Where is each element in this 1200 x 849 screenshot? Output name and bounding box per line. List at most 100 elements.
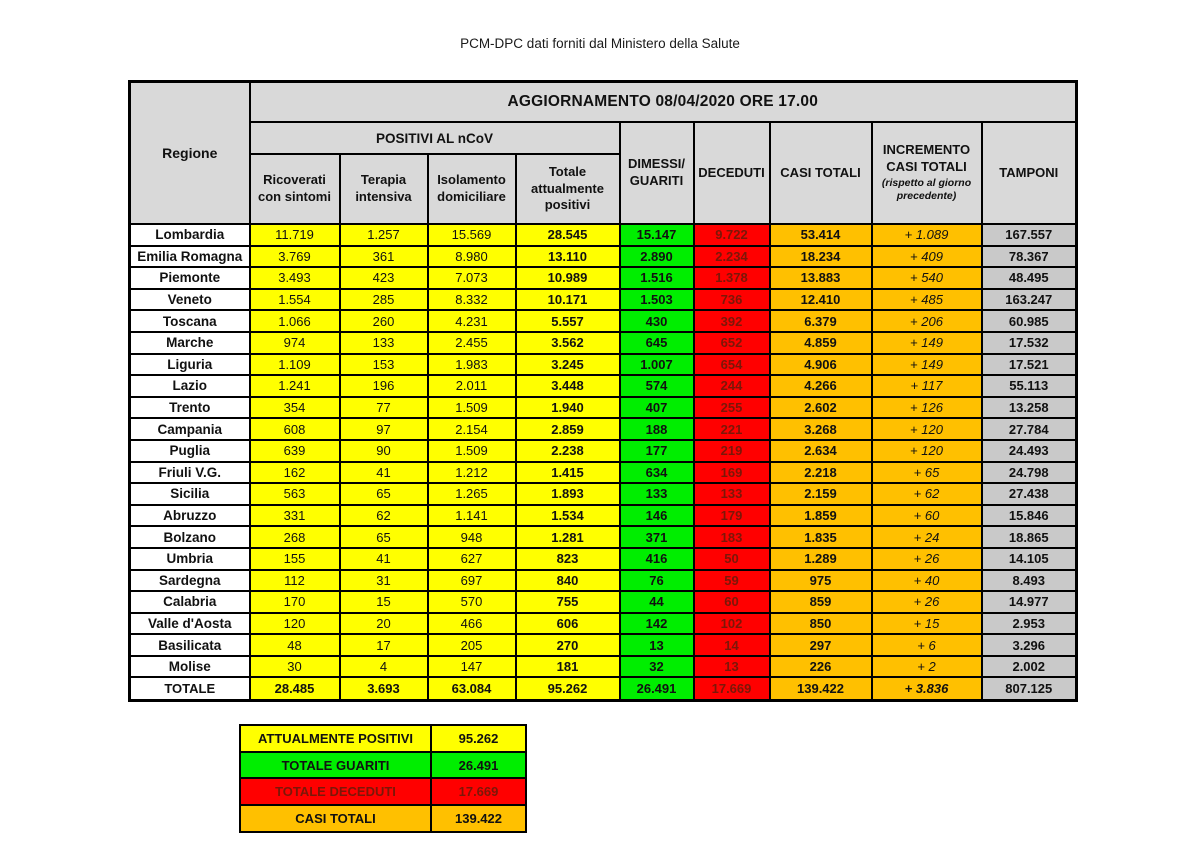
table-row: Puglia 639 90 1.509 2.238 177 219 2.634 + 120 24.… bbox=[128, 438, 1078, 463]
cell-casi-totali: 6.379 bbox=[768, 309, 873, 333]
legend-body: ATTUALMENTE POSITIVI 95.262 TOTALE GUARITI… bbox=[239, 724, 527, 833]
cell-totale-positivi: 1.415 bbox=[514, 460, 621, 485]
cell-casi-totali: 850 bbox=[768, 611, 873, 636]
cell-ricoverati: 3.769 bbox=[248, 244, 341, 269]
cell-terapia-intensiva: 285 bbox=[338, 287, 429, 312]
cell-isolamento: 63.084 bbox=[426, 676, 517, 702]
cell-terapia-intensiva: 3.693 bbox=[338, 676, 429, 702]
cell-dimessi-guariti: 1.516 bbox=[618, 266, 695, 290]
cell-ricoverati: 28.485 bbox=[248, 676, 341, 702]
cell-totale-positivi: 755 bbox=[514, 590, 621, 614]
cell-casi-totali: 859 bbox=[768, 590, 873, 614]
cell-terapia-intensiva: 423 bbox=[338, 266, 429, 290]
cell-deceduti: 50 bbox=[692, 546, 771, 571]
table-header: Regione AGGIORNAMENTO 08/04/2020 ORE 17.… bbox=[128, 80, 1078, 225]
cell-isolamento: 1.141 bbox=[426, 503, 517, 528]
cell-ricoverati: 112 bbox=[248, 568, 341, 593]
cell-dimessi-guariti: 2.890 bbox=[618, 244, 695, 269]
cell-totale-positivi: 823 bbox=[514, 546, 621, 571]
cell-tamponi: 13.258 bbox=[980, 395, 1078, 420]
cell-region: Sicilia bbox=[128, 482, 251, 506]
cell-dimessi-guariti: 1.503 bbox=[618, 287, 695, 312]
cell-isolamento: 1.509 bbox=[426, 395, 517, 420]
cell-totale-positivi: 606 bbox=[514, 611, 621, 636]
cell-casi-totali: 3.268 bbox=[768, 417, 873, 441]
cell-region: Lazio bbox=[128, 374, 251, 398]
cell-incremento: + 120 bbox=[870, 417, 983, 441]
cell-tamponi: 24.798 bbox=[980, 460, 1078, 485]
header-incremento-note: (rispetto al giorno precedente) bbox=[881, 177, 972, 203]
cell-ricoverati: 639 bbox=[248, 438, 341, 463]
table-row: Molise 30 4 147 181 32 13 226 + 2 2.002 bbox=[128, 654, 1078, 679]
table-row: Lombardia 11.719 1.257 15.569 28.545 15.147 9.… bbox=[128, 223, 1078, 247]
cell-tamponi: 55.113 bbox=[980, 374, 1078, 398]
legend-label: TOTALE DECEDUTI bbox=[239, 777, 432, 807]
cell-isolamento: 697 bbox=[426, 568, 517, 593]
cell-deceduti: 179 bbox=[692, 503, 771, 528]
table-row: Lazio 1.241 196 2.011 3.448 574 244 4.266 + 117 5… bbox=[128, 374, 1078, 398]
cell-deceduti: 1.378 bbox=[692, 266, 771, 290]
legend-value: 139.422 bbox=[430, 804, 527, 833]
header-tamponi: TAMPONI bbox=[980, 121, 1078, 225]
table-row: Toscana 1.066 260 4.231 5.557 430 392 6.379 + 20… bbox=[128, 309, 1078, 333]
cell-region: Toscana bbox=[128, 309, 251, 333]
table-row: Bolzano 268 65 948 1.281 371 183 1.835 + 24 18.86… bbox=[128, 525, 1078, 549]
summary-legend: ATTUALMENTE POSITIVI 95.262 TOTALE GUARITI… bbox=[239, 724, 527, 833]
cell-deceduti: 9.722 bbox=[692, 223, 771, 247]
cell-incremento: + 15 bbox=[870, 611, 983, 636]
cell-totale-positivi: 5.557 bbox=[514, 309, 621, 333]
cell-incremento: + 6 bbox=[870, 633, 983, 657]
cell-isolamento: 8.332 bbox=[426, 287, 517, 312]
cell-incremento: + 24 bbox=[870, 525, 983, 549]
cell-ricoverati: 48 bbox=[248, 633, 341, 657]
cell-casi-totali: 4.906 bbox=[768, 352, 873, 377]
covid-data-table: Regione AGGIORNAMENTO 08/04/2020 ORE 17.… bbox=[128, 80, 1078, 702]
table-row: Campania 608 97 2.154 2.859 188 221 3.268 + 120 2… bbox=[128, 417, 1078, 441]
header-terapia: Terapia intensiva bbox=[338, 153, 429, 225]
cell-ricoverati: 155 bbox=[248, 546, 341, 571]
cell-ricoverati: 1.109 bbox=[248, 352, 341, 377]
cell-totale-positivi: 10.989 bbox=[514, 266, 621, 290]
cell-isolamento: 1.509 bbox=[426, 438, 517, 463]
cell-dimessi-guariti: 634 bbox=[618, 460, 695, 485]
cell-deceduti: 17.669 bbox=[692, 676, 771, 702]
cell-terapia-intensiva: 90 bbox=[338, 438, 429, 463]
table-row: Emilia Romagna 3.769 361 8.980 13.110 2.890 2.… bbox=[128, 244, 1078, 269]
cell-ricoverati: 170 bbox=[248, 590, 341, 614]
cell-region: Liguria bbox=[128, 352, 251, 377]
cell-ricoverati: 331 bbox=[248, 503, 341, 528]
cell-totale-positivi: 13.110 bbox=[514, 244, 621, 269]
cell-region: Trento bbox=[128, 395, 251, 420]
cell-incremento: + 60 bbox=[870, 503, 983, 528]
cell-incremento: + 65 bbox=[870, 460, 983, 485]
cell-dimessi-guariti: 188 bbox=[618, 417, 695, 441]
cell-deceduti: 219 bbox=[692, 438, 771, 463]
cell-casi-totali: 2.634 bbox=[768, 438, 873, 463]
cell-casi-totali: 975 bbox=[768, 568, 873, 593]
header-totale-positivi: Totale attualmente positivi bbox=[514, 153, 621, 225]
legend-value: 26.491 bbox=[430, 750, 527, 780]
cell-region: Molise bbox=[128, 654, 251, 679]
cell-terapia-intensiva: 65 bbox=[338, 525, 429, 549]
table-row: Friuli V.G. 162 41 1.212 1.415 634 169 2.218 + 6… bbox=[128, 460, 1078, 485]
cell-ricoverati: 974 bbox=[248, 330, 341, 355]
cell-ricoverati: 354 bbox=[248, 395, 341, 420]
table-row: Veneto 1.554 285 8.332 10.171 1.503 736 12.410 +… bbox=[128, 287, 1078, 312]
cell-terapia-intensiva: 4 bbox=[338, 654, 429, 679]
cell-deceduti: 183 bbox=[692, 525, 771, 549]
cell-region: Valle d'Aosta bbox=[128, 611, 251, 636]
cell-tamponi: 15.846 bbox=[980, 503, 1078, 528]
legend-value: 95.262 bbox=[430, 724, 527, 753]
cell-tamponi: 2.953 bbox=[980, 611, 1078, 636]
cell-tamponi: 167.557 bbox=[980, 223, 1078, 247]
cell-isolamento: 2.455 bbox=[426, 330, 517, 355]
cell-incremento: + 126 bbox=[870, 395, 983, 420]
cell-dimessi-guariti: 407 bbox=[618, 395, 695, 420]
cell-casi-totali: 4.266 bbox=[768, 374, 873, 398]
cell-terapia-intensiva: 361 bbox=[338, 244, 429, 269]
cell-ricoverati: 1.066 bbox=[248, 309, 341, 333]
cell-region: Umbria bbox=[128, 546, 251, 571]
cell-totale-positivi: 1.940 bbox=[514, 395, 621, 420]
cell-isolamento: 4.231 bbox=[426, 309, 517, 333]
legend-row: CASI TOTALI 139.422 bbox=[239, 804, 527, 833]
